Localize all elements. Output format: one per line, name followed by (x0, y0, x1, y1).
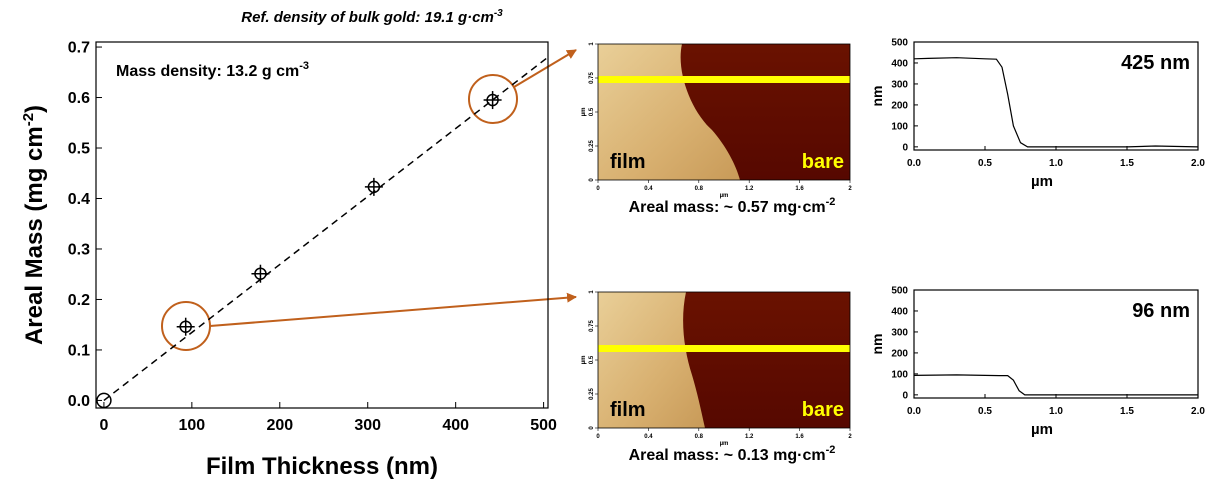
x-tick-label: 200 (266, 417, 293, 434)
y-axis-label: µm (581, 356, 587, 365)
y-tick-label: 0 (589, 178, 595, 182)
film-label: film (610, 151, 646, 173)
x-axis-label: µm (720, 193, 729, 199)
profile-line (914, 375, 1198, 395)
x-tick-label: 1.2 (745, 186, 754, 192)
y-tick-label: 0.5 (68, 141, 90, 158)
y-tick-label: 100 (891, 121, 908, 132)
x-tick-label: 0.8 (695, 186, 704, 192)
y-tick-label: 0.2 (68, 292, 90, 309)
x-tick-label: 100 (179, 417, 206, 434)
y-tick-label: 400 (891, 58, 908, 69)
x-tick-label: 1.6 (795, 434, 804, 440)
y-axis-label: Areal Mass (mg cm-2) (20, 105, 48, 345)
x-tick-label: 500 (530, 417, 557, 434)
x-tick-label: 0.4 (644, 186, 653, 192)
y-axis-label: nm (869, 86, 885, 107)
x-tick-label: 1.2 (745, 434, 754, 440)
callout (162, 50, 576, 350)
annotation: Mass density: 13.2 g cm-3 (116, 60, 309, 80)
y-tick-label: 400 (891, 306, 908, 317)
value-label: 425 nm (1121, 52, 1190, 74)
x-tick-label: 0 (99, 417, 108, 434)
y-tick-label: 300 (891, 79, 908, 90)
caption: Areal mass: ~ 0.13 mg·cm-2 (629, 444, 836, 464)
x-tick-label: 1.5 (1120, 158, 1134, 169)
chart-title: Ref. density of bulk gold: 19.1 g·cm-3 (241, 8, 503, 26)
y-tick-label: 0.25 (589, 388, 595, 400)
x-axis-label: µm (1031, 173, 1053, 190)
y-tick-label: 0.0 (68, 393, 90, 410)
y-axis-label: nm (869, 334, 885, 355)
x-tick-label: 1.5 (1120, 406, 1134, 417)
x-tick-label: 0.0 (907, 406, 921, 417)
x-tick-label: 0.0 (907, 158, 921, 169)
x-tick-label: 1.0 (1049, 158, 1063, 169)
x-tick-label: 0 (596, 186, 600, 192)
y-tick-label: 200 (891, 348, 908, 359)
y-tick-label: 300 (891, 327, 908, 338)
y-tick-label: 1 (589, 290, 595, 294)
y-tick-label: 0.1 (68, 343, 90, 360)
x-tick-label: 2.0 (1191, 406, 1205, 417)
caption: Areal mass: ~ 0.57 mg·cm-2 (629, 196, 836, 216)
y-tick-label: 0.4 (68, 191, 90, 208)
y-tick-label: 500 (891, 286, 908, 297)
y-tick-label: 0.6 (68, 90, 90, 107)
y-tick-label: 0 (902, 142, 908, 153)
x-axis-label: µm (1031, 421, 1053, 438)
y-tick-label: 0.7 (68, 40, 90, 57)
y-tick-label: 0.75 (589, 320, 595, 332)
plot-frame (96, 42, 548, 408)
x-tick-label: 2 (848, 186, 852, 192)
x-tick-label: 0.5 (978, 158, 992, 169)
x-tick-label: 2 (848, 434, 852, 440)
y-tick-label: 0.3 (68, 242, 90, 259)
x-tick-label: 0 (596, 434, 600, 440)
fit-line (104, 57, 548, 400)
x-tick-label: 0.4 (644, 434, 653, 440)
y-tick-label: 0 (902, 390, 908, 401)
x-tick-label: 2.0 (1191, 158, 1205, 169)
y-tick-label: 0.5 (589, 107, 595, 116)
y-tick-label: 100 (891, 369, 908, 380)
x-axis-label: µm (720, 441, 729, 447)
bare-label: bare (802, 399, 844, 421)
y-axis-label: µm (581, 108, 587, 117)
y-tick-label: 1 (589, 42, 595, 46)
y-tick-label: 0.25 (589, 140, 595, 152)
y-tick-label: 200 (891, 100, 908, 111)
x-tick-label: 1.0 (1049, 406, 1063, 417)
y-tick-label: 0.75 (589, 72, 595, 84)
x-tick-label: 300 (354, 417, 381, 434)
x-tick-label: 400 (442, 417, 469, 434)
x-tick-label: 0.5 (978, 406, 992, 417)
bare-label: bare (802, 151, 844, 173)
x-axis-label: Film Thickness (nm) (206, 453, 438, 480)
y-tick-label: 500 (891, 38, 908, 49)
x-tick-label: 1.6 (795, 186, 804, 192)
page: Ref. density of bulk gold: 19.1 g·cm-3 M… (0, 0, 1210, 484)
x-tick-label: 0.8 (695, 434, 704, 440)
value-label: 96 nm (1132, 300, 1190, 322)
y-tick-label: 0.5 (589, 355, 595, 364)
film-label: film (610, 399, 646, 421)
figure: Ref. density of bulk gold: 19.1 g·cm-3 M… (0, 0, 1210, 484)
y-tick-label: 0 (589, 426, 595, 430)
